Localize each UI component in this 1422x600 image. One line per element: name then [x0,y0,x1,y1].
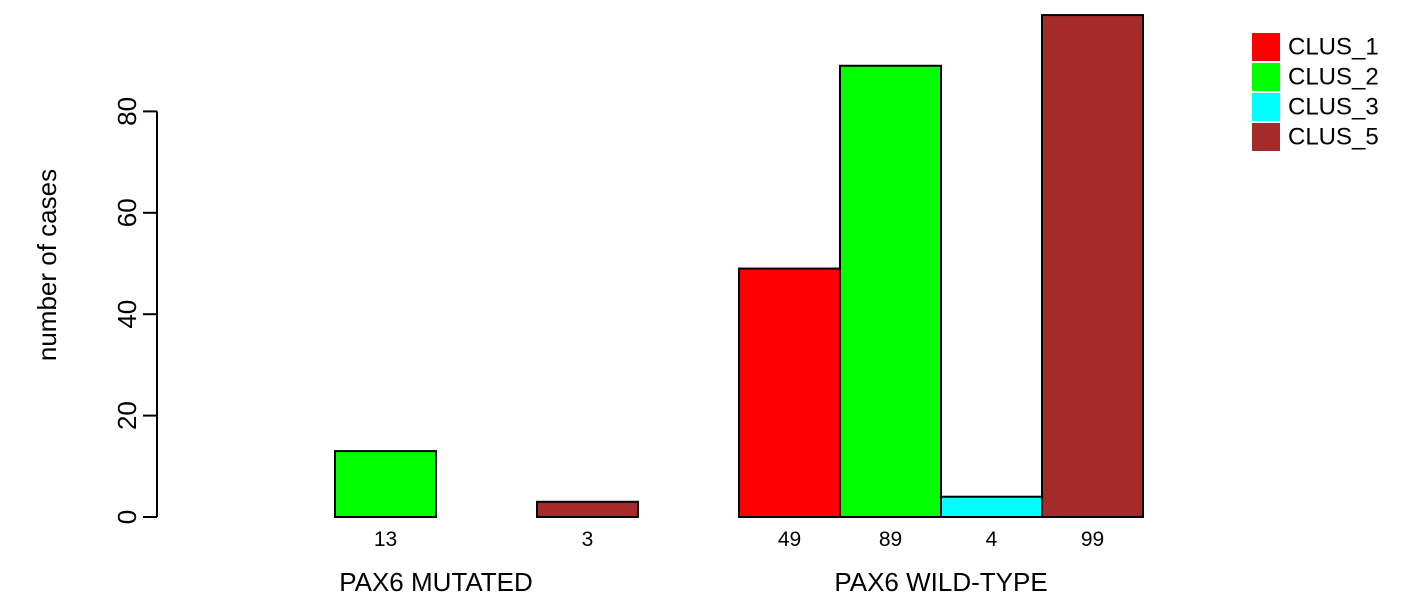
legend-label: CLUS_2 [1288,63,1379,90]
group-label: PAX6 WILD-TYPE [834,567,1047,597]
y-axis-title: number of cases [32,169,62,361]
bar-clus-5 [1041,14,1144,518]
bar-clus-1 [738,267,841,518]
group-labels: PAX6 MUTATED PAX6 WILD-TYPE [339,567,1047,597]
bars [334,14,1144,519]
y-tick-label: 0 [112,510,142,524]
bar-clus-5 [536,500,639,519]
bar-count-label: 89 [879,528,902,551]
bar-clus-2 [334,450,437,518]
legend: CLUS_1 CLUS_2 CLUS_3 CLUS_5 [1252,33,1379,151]
y-tick-label: 20 [112,401,142,430]
legend-swatch [1252,123,1280,151]
bar-clus-3 [940,495,1043,519]
bar-count-label: 3 [582,528,594,551]
legend-swatch [1252,33,1280,61]
bar-count-label: 49 [778,528,801,551]
group-label: PAX6 MUTATED [339,567,533,597]
bar-count-label: 4 [986,528,998,551]
y-tick-label: 40 [112,300,142,329]
legend-label: CLUS_1 [1288,33,1379,60]
bar-count-label: 99 [1081,528,1104,551]
bar-clus-2 [839,64,942,519]
legend-label: CLUS_3 [1288,93,1379,120]
y-tick-label: 80 [112,97,142,126]
y-axis: 0 20 40 60 80 [112,97,158,524]
y-tick-label: 60 [112,198,142,227]
legend-label: CLUS_5 [1288,123,1379,150]
legend-swatch [1252,93,1280,121]
bar-count-label: 13 [374,528,397,551]
bar-count-labels: 13 3 49 89 4 99 [374,528,1104,551]
legend-swatch [1252,63,1280,91]
